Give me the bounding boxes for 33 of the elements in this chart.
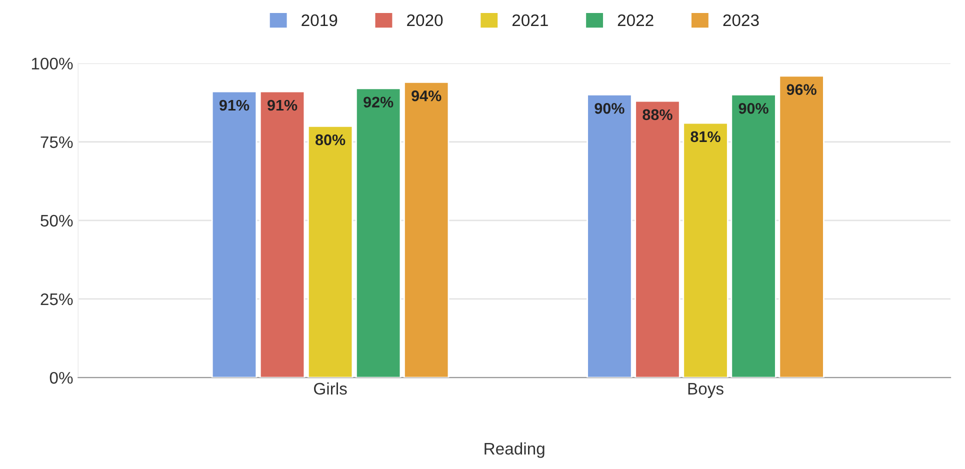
legend-label: 2021	[512, 14, 548, 26]
bar	[356, 88, 402, 378]
y-tick-label: 100%	[32, 58, 73, 70]
legend-label: 2022	[618, 14, 654, 26]
legend-label: 2023	[723, 14, 759, 26]
y-tick-label: 0%	[50, 372, 73, 384]
bar	[307, 125, 354, 378]
data-label: 80%	[316, 134, 346, 146]
data-label: 91%	[219, 100, 250, 111]
y-tick-label: 25%	[40, 293, 73, 306]
bar	[586, 94, 632, 378]
bar	[682, 122, 728, 378]
data-label: 91%	[268, 100, 298, 111]
legend-label: 2019	[302, 14, 338, 26]
data-label: 94%	[412, 90, 442, 102]
x-axis-title: Reading	[484, 442, 544, 458]
x-tick-label: Girls	[314, 382, 347, 395]
bar	[404, 81, 450, 378]
bar	[778, 75, 824, 378]
legend-label: 2020	[407, 14, 443, 26]
y-tick-label: 50%	[40, 214, 73, 227]
bar	[259, 90, 306, 378]
bar	[730, 94, 776, 378]
data-label: 81%	[690, 131, 720, 142]
data-label: 92%	[364, 96, 394, 108]
y-tick-label: 75%	[40, 136, 73, 148]
bar	[634, 100, 680, 378]
x-tick-label: Boys	[688, 383, 724, 398]
data-label: 88%	[642, 109, 672, 120]
bar	[211, 90, 258, 378]
data-label: 96%	[786, 84, 816, 95]
data-label: 90%	[738, 102, 768, 114]
data-label: 90%	[594, 102, 624, 114]
